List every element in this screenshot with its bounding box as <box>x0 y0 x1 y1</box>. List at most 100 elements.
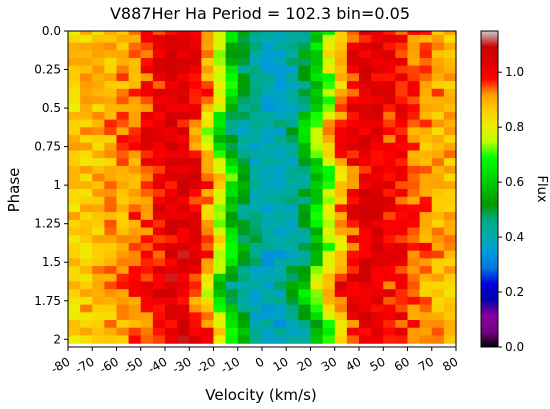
heatmap-cell <box>92 81 105 90</box>
heatmap-cell <box>407 34 421 44</box>
heatmap-cell <box>359 73 372 82</box>
heatmap-cell <box>104 212 118 221</box>
heatmap-cell <box>165 219 178 229</box>
heatmap-cell <box>249 273 263 283</box>
heatmap-cell <box>298 227 312 236</box>
heatmap-cell <box>310 289 324 298</box>
heatmap-cell <box>201 258 215 267</box>
heatmap-cell <box>140 219 154 229</box>
heatmap-cell <box>128 196 142 206</box>
heatmap-cell <box>80 258 93 267</box>
heatmap-cell <box>431 142 445 152</box>
heatmap-cell <box>322 50 336 59</box>
heatmap-cell <box>298 219 312 229</box>
heatmap-cell <box>104 266 118 275</box>
heatmap-cell <box>249 150 263 159</box>
heatmap-cell <box>140 181 154 190</box>
heatmap-cell <box>152 235 166 244</box>
heatmap-cell <box>346 96 360 105</box>
heatmap-cell <box>395 320 409 329</box>
x-tick-label: 40 <box>343 354 363 374</box>
heatmap-cell <box>92 304 105 313</box>
heatmap-cell <box>225 173 239 182</box>
heatmap-cell <box>92 335 105 344</box>
heatmap-cell <box>92 96 105 105</box>
heatmap-cell <box>152 104 166 113</box>
heatmap-cell <box>104 81 118 90</box>
colorbar-gradient <box>480 30 499 348</box>
heatmap-cell <box>407 212 421 221</box>
heatmap-cell <box>128 142 142 152</box>
heatmap-cell <box>346 73 360 82</box>
heatmap-cell <box>274 135 287 144</box>
heatmap-cell <box>395 196 409 206</box>
heatmap-cell <box>140 111 154 121</box>
heatmap-cell <box>274 327 287 337</box>
heatmap-cell <box>237 111 251 121</box>
heatmap-cell <box>177 31 190 36</box>
heatmap-cell <box>286 173 299 182</box>
heatmap-cell <box>286 65 299 74</box>
heatmap-cell <box>104 304 118 313</box>
heatmap-cell <box>92 104 105 113</box>
heatmap-cell <box>225 165 239 175</box>
heatmap-cell <box>310 250 324 259</box>
heatmap-cell <box>407 189 421 198</box>
heatmap-cell <box>213 266 227 275</box>
heatmap-cell <box>346 212 360 221</box>
heatmap-cell <box>68 296 81 306</box>
heatmap-cell <box>310 335 324 344</box>
heatmap-cell <box>286 73 299 82</box>
heatmap-cell <box>443 173 457 182</box>
heatmap-cell <box>346 50 360 59</box>
x-tick-label: -70 <box>73 354 97 376</box>
heatmap-cell <box>189 227 202 236</box>
heatmap-cell <box>177 320 190 329</box>
heatmap-cell <box>165 127 178 136</box>
heatmap-cell <box>407 111 421 121</box>
heatmap-cell <box>371 204 384 213</box>
heatmap-cell <box>128 73 142 82</box>
heatmap-cell <box>104 320 118 329</box>
heatmap-cell <box>298 250 312 259</box>
heatmap-cell <box>128 250 142 259</box>
heatmap-cell <box>395 73 409 82</box>
heatmap-cell <box>419 57 433 67</box>
heatmap-cell <box>68 204 81 213</box>
heatmap-cell <box>213 42 227 51</box>
heatmap-cell <box>225 204 239 213</box>
heatmap-cell <box>201 304 215 313</box>
heatmap-cell <box>274 235 287 244</box>
heatmap-cell <box>298 96 312 105</box>
heatmap-cell <box>249 327 263 337</box>
heatmap-cell <box>431 320 445 329</box>
heatmap-cell <box>395 142 409 152</box>
heatmap-cell <box>213 227 227 236</box>
heatmap-cell <box>383 73 396 82</box>
heatmap-cell <box>274 242 287 252</box>
heatmap-cell <box>104 127 118 136</box>
heatmap-cell <box>274 142 287 152</box>
heatmap-cell <box>274 150 287 159</box>
heatmap-cell <box>177 65 190 74</box>
heatmap-cell <box>383 189 396 198</box>
heatmap-cell <box>189 81 202 90</box>
heatmap-cell <box>249 296 263 306</box>
heatmap-cell <box>395 312 409 321</box>
heatmap-cell <box>274 304 287 313</box>
heatmap-cell <box>419 42 433 51</box>
heatmap-cell <box>116 158 130 167</box>
heatmap-cell <box>274 212 287 221</box>
heatmap-cell <box>359 50 372 59</box>
heatmap-cell <box>189 111 202 121</box>
heatmap-cell <box>201 57 215 67</box>
heatmap-cell <box>213 142 227 152</box>
heatmap-cell <box>431 111 445 121</box>
heatmap-cell <box>371 258 384 267</box>
x-tick-label: 10 <box>271 354 291 374</box>
heatmap-cell <box>80 34 93 44</box>
heatmap-cell <box>383 173 396 182</box>
heatmap-cell <box>395 173 409 182</box>
heatmap-cell <box>334 312 348 321</box>
heatmap-cell <box>80 165 93 175</box>
